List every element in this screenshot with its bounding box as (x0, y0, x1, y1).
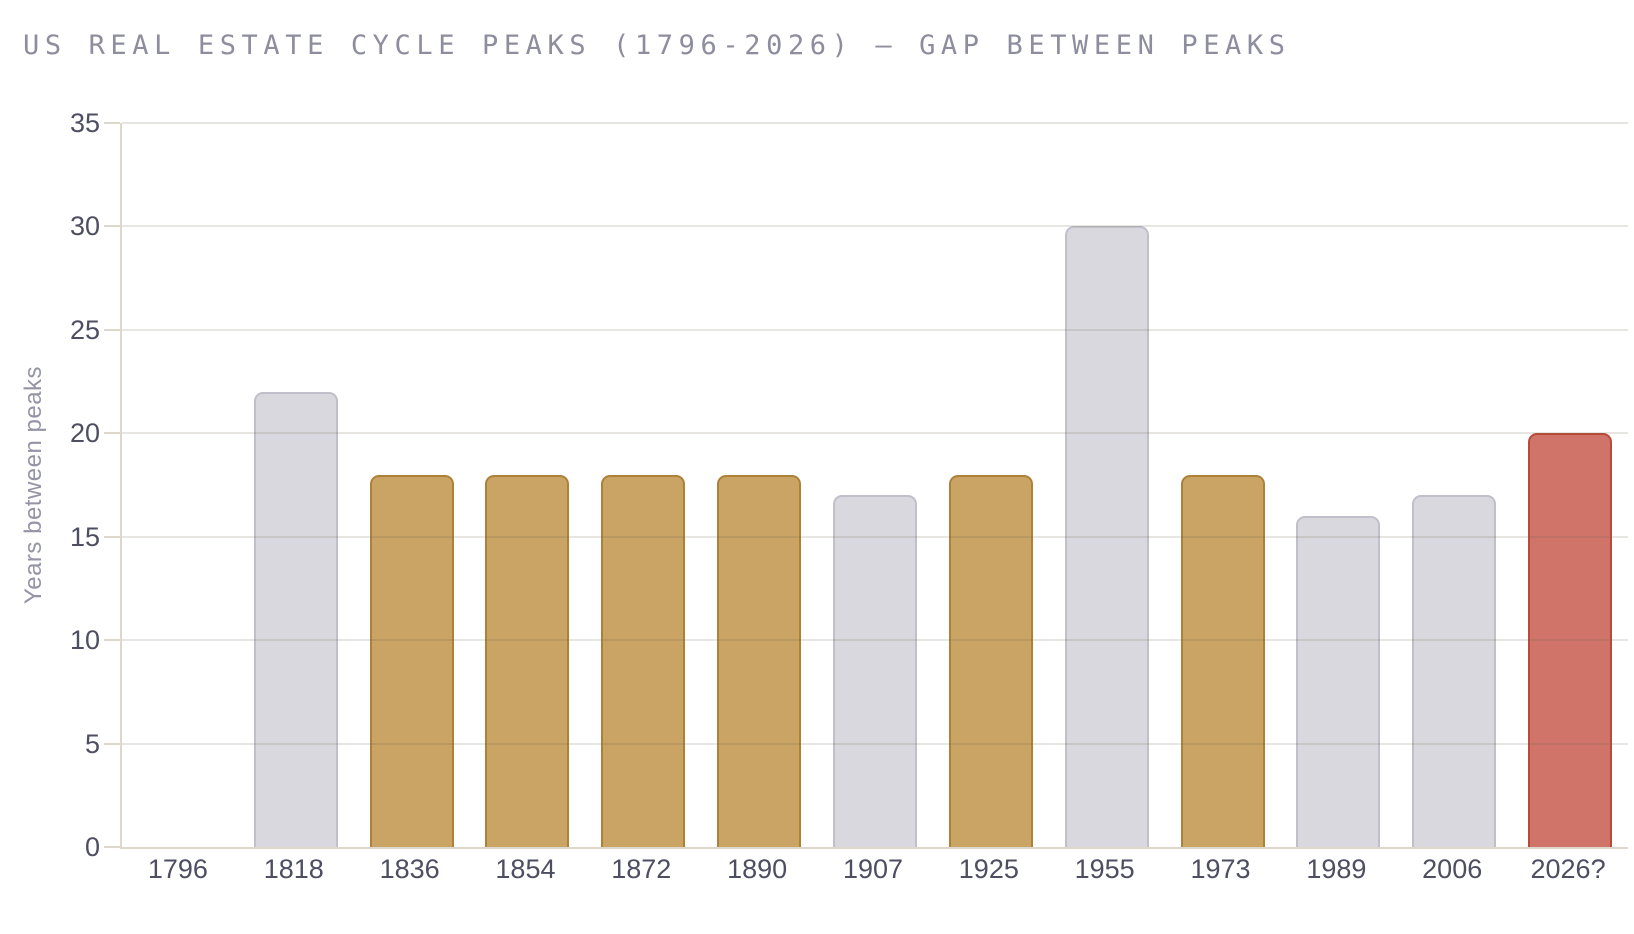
bar-2026? (1528, 433, 1613, 847)
bar-1818 (253, 391, 338, 847)
y-tick-label-5: 5 (84, 728, 100, 759)
x-tick-label-2006: 2006 (1422, 854, 1483, 884)
bar-1890 (717, 474, 802, 847)
bar-1973 (1180, 474, 1265, 847)
x-tick-label-1925: 1925 (958, 854, 1019, 884)
y-tick-label-35: 35 (69, 108, 100, 138)
y-tick-mark-25 (104, 328, 120, 331)
y-tick-label-15: 15 (69, 521, 100, 552)
x-axis-labels: 1796 1818 1836 1854 1872 1890 1907 1925 1955 1973… (120, 854, 1626, 885)
bar-column-1907 (817, 123, 933, 847)
bar-1955 (1064, 226, 1149, 847)
x-tick-label-1836: 1836 (379, 854, 440, 884)
x-tick-label-1796: 1796 (147, 854, 208, 884)
bar-2006 (1412, 495, 1497, 847)
bar-1989 (1296, 516, 1381, 847)
bar-1836 (369, 474, 454, 847)
y-tick-mark-0 (104, 846, 120, 848)
x-tick-label-1818: 1818 (263, 854, 324, 884)
bar-column-1989 (1280, 123, 1396, 847)
y-tick-label-0: 0 (84, 832, 100, 862)
bar-1925 (948, 474, 1033, 847)
bar-1872 (601, 474, 686, 847)
bar-column-2026? (1512, 123, 1628, 847)
x-tick-label-1907: 1907 (842, 854, 904, 884)
bar-column-1925 (933, 123, 1049, 847)
x-tick-label-1872: 1872 (611, 854, 672, 884)
bar-1907 (832, 495, 917, 847)
bar-column-1890 (701, 123, 817, 847)
bar-column-1854 (470, 123, 586, 847)
bar-column-1796 (122, 123, 238, 847)
x-tick-label-1955: 1955 (1074, 854, 1135, 884)
bars-row (122, 123, 1628, 847)
x-tick-label-1890: 1890 (727, 854, 788, 884)
bar-column-1973 (1165, 123, 1281, 847)
y-tick-label-10: 10 (69, 625, 100, 656)
y-tick-mark-10 (104, 639, 120, 642)
x-tick-label-1973: 1973 (1190, 854, 1251, 884)
bar-column-1872 (585, 123, 701, 847)
y-tick-mark-30 (104, 225, 120, 228)
y-tick-mark-5 (104, 742, 120, 745)
y-tick-mark-20 (104, 432, 120, 435)
bar-column-1955 (1049, 123, 1165, 847)
chart-title: US REAL ESTATE CYCLE PEAKS (1796-2026) —… (23, 30, 1291, 61)
bar-column-1836 (354, 123, 470, 847)
plot-area (120, 122, 1628, 849)
x-tick-label-2026?: 2026? (1530, 854, 1606, 884)
y-tick-mark-35 (104, 122, 120, 124)
y-tick-label-30: 30 (69, 211, 100, 242)
y-tick-label-20: 20 (69, 418, 100, 449)
y-tick-mark-15 (104, 535, 120, 538)
bar-column-2006 (1396, 123, 1512, 847)
x-tick-label-1854: 1854 (495, 854, 556, 884)
x-tick-label-1989: 1989 (1306, 854, 1367, 884)
bar-column-1818 (238, 123, 354, 847)
y-tick-label-25: 25 (69, 314, 100, 345)
bar-1854 (485, 474, 570, 847)
